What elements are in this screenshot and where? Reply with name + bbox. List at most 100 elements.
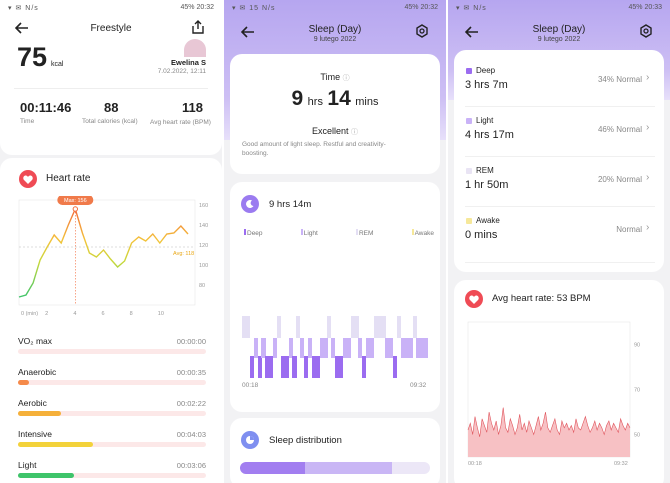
zone-label: Anaerobic (18, 367, 57, 377)
stage-duration: 4 hrs 17m (465, 129, 514, 141)
stage-name: Awake (476, 216, 500, 225)
sleep-end-time: 09:32 (410, 382, 427, 389)
info-icon[interactable]: ⓘ (342, 75, 350, 82)
sleep-stage-segment (245, 316, 251, 338)
info-icon[interactable]: ⓘ (351, 129, 359, 136)
zone-label: Intensive (18, 429, 53, 439)
divider (222, 0, 224, 483)
zone-time: 00:00:00 (176, 337, 206, 346)
back-arrow-icon (465, 26, 478, 38)
avatar[interactable] (184, 39, 206, 57)
distribution-deep (240, 462, 305, 474)
sleep-stage-segment (288, 338, 293, 358)
time-label: Time ⓘ (224, 72, 446, 83)
divider (465, 262, 655, 263)
sleep-stage-segment (400, 338, 406, 358)
share-button[interactable] (190, 19, 206, 35)
chevron-right-icon[interactable]: › (646, 122, 650, 133)
sleep-stage-segment (265, 356, 270, 378)
hours-value: 9 (291, 87, 304, 110)
zone-label: Aerobic (18, 398, 47, 408)
sleep-stage-segment (327, 316, 332, 338)
legend-awake: Awake (411, 229, 434, 237)
zone-time: 00:02:22 (176, 399, 206, 408)
sleep-stage-segment (381, 316, 386, 338)
x-tick-label: 4 (73, 311, 76, 317)
sleep-stage-segment (420, 338, 425, 358)
heart-rate-chart: 80 100 120 140 160 0 (min) 2 4 6 8 10 Avg: 118 Max: … (18, 196, 208, 317)
sleep-stage-segment (335, 356, 340, 378)
total-sleep-label: 9 hrs 14m (269, 199, 312, 210)
chevron-right-icon[interactable]: › (646, 222, 650, 233)
sleep-stages-list-card (454, 50, 664, 272)
legend-awake-text: Awake (414, 230, 434, 237)
stat-calories-value: 88 (104, 100, 119, 115)
status-left: ▾ ✉ N/s (8, 4, 39, 12)
status-right: 45% 20:32 (180, 4, 214, 11)
sleep-stage-segment (300, 338, 305, 358)
x-tick-label: 8 (130, 311, 133, 317)
stage-name: REM (476, 166, 494, 175)
back-arrow-icon (15, 22, 28, 34)
back-button[interactable] (240, 24, 256, 40)
divider (446, 0, 448, 483)
zone-bar-track (18, 380, 206, 385)
heart-rate-line (18, 206, 189, 298)
chevron-right-icon[interactable]: › (646, 72, 650, 83)
quality-text: Excellent (311, 126, 349, 136)
workout-date: 7.02.2022, 12:11 (157, 68, 206, 75)
x-tick-label: 0 (min) (21, 311, 38, 317)
legend-light: Light (300, 229, 318, 237)
zone-time: 00:03:06 (176, 461, 206, 470)
avg-label: Avg: 118 (173, 251, 194, 257)
sleep-stage-segment (261, 338, 266, 358)
stage-status[interactable]: 46% Normal (597, 125, 642, 134)
stage-status[interactable]: 34% Normal (597, 75, 642, 84)
status-bar: ▾ ✉ N/s 45% 20:32 (0, 0, 222, 15)
y-tick-label: 120 (199, 243, 208, 249)
zone-label: VO₂ max (18, 336, 52, 346)
y-tick-label: 100 (199, 263, 208, 269)
status-left: ▾ ✉ 15 N/s (232, 4, 276, 12)
divider (465, 106, 655, 107)
status-bar: ▾ ✉ N/s 45% 20:33 (448, 0, 670, 15)
stage-color-swatch (466, 168, 472, 174)
distribution-rem (391, 462, 430, 474)
y-tick-label: 140 (199, 223, 208, 229)
max-badge-bg (57, 196, 94, 205)
zone-bar-fill (18, 411, 62, 416)
stage-status[interactable]: 20% Normal (597, 175, 642, 184)
mins-value: 14 (327, 87, 351, 110)
stage-status[interactable]: Normal (616, 225, 642, 234)
back-button[interactable] (464, 24, 480, 40)
sleep-stage-segment (273, 338, 278, 358)
heart-icon (465, 290, 483, 308)
zone-bar-fill (18, 380, 30, 385)
sleep-legend: Deep Light REM Awake (244, 229, 434, 237)
status-right: 45% 20:32 (404, 4, 438, 11)
sleep-stage-segment (257, 356, 262, 378)
legend-rem-text: REM (358, 230, 374, 237)
sleep-stages-chart (242, 316, 429, 378)
sleep-stage-segment (319, 338, 324, 358)
x-tick-label: 2 (45, 311, 48, 317)
stat-hr-label: Avg heart rate (BPM) (150, 119, 211, 126)
sleep-stage-segment (362, 356, 367, 378)
sleep-description: Good amount of light sleep. Restful and … (242, 141, 386, 157)
sleep-stage-segment (292, 356, 297, 378)
status-left: ▾ ✉ N/s (456, 4, 487, 12)
chevron-right-icon[interactable]: › (646, 172, 650, 183)
divider (465, 206, 655, 207)
sleep-stage-segment (424, 338, 429, 358)
zone-bar-fill (18, 473, 75, 478)
sleep-start-time: 00:18 (242, 382, 259, 389)
back-button[interactable] (14, 20, 30, 36)
settings-button[interactable] (414, 23, 430, 39)
y-tick-label: 70 (634, 388, 640, 394)
legend-deep-text: Deep (247, 230, 263, 237)
settings-button[interactable] (638, 23, 654, 39)
page-title: Sleep (Day) (308, 24, 362, 35)
sleep-stage-segment (315, 356, 320, 378)
x-tick-label: 10 (158, 311, 164, 317)
x-tick-label: 00:18 (468, 461, 482, 467)
